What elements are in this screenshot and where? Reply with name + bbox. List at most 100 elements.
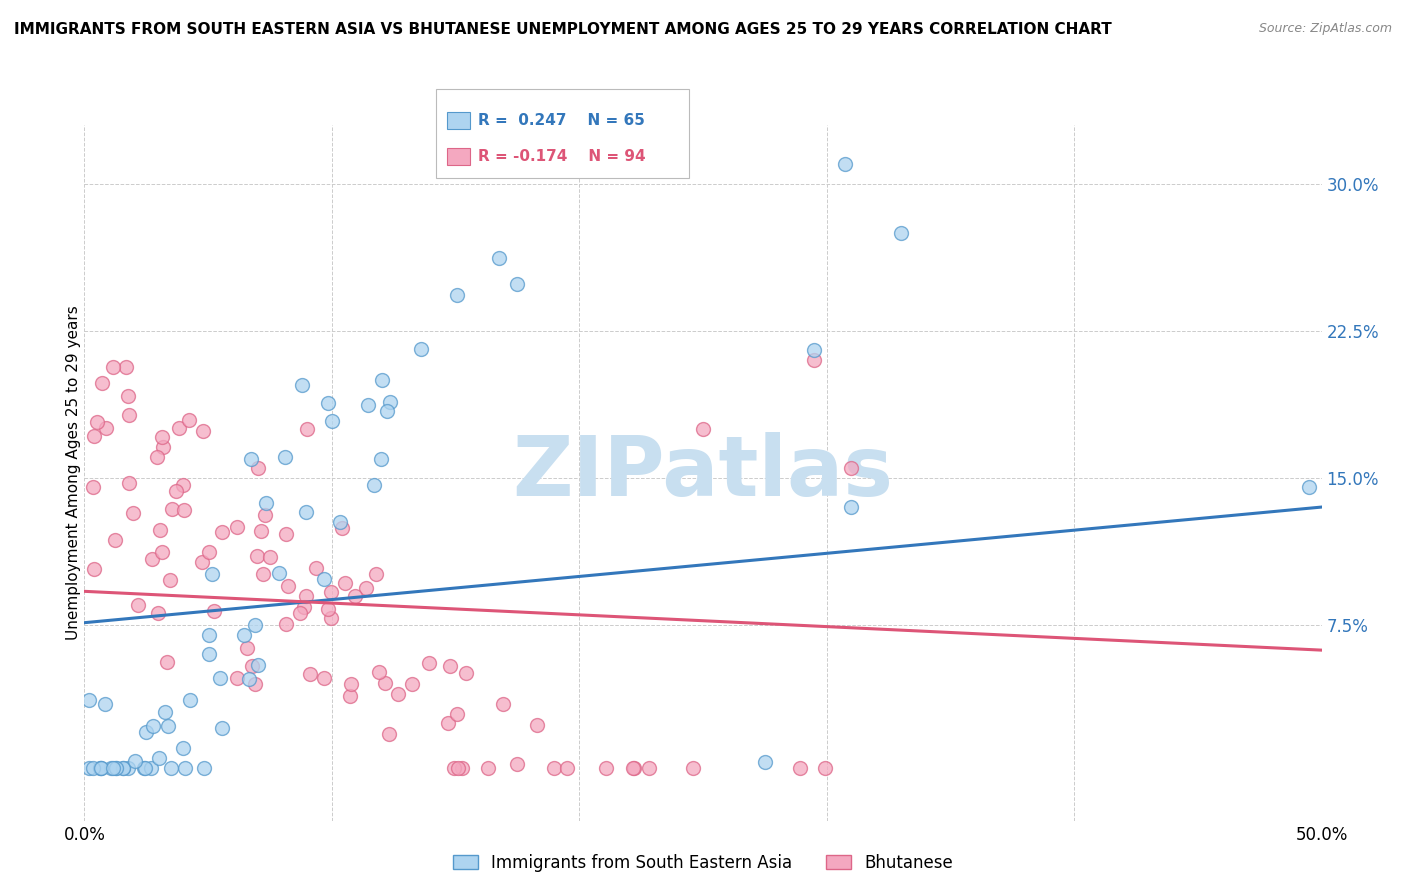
Point bbox=[141, 552, 163, 566]
Point bbox=[813, 761, 835, 775]
Point bbox=[343, 589, 366, 603]
Point bbox=[243, 677, 266, 691]
Point bbox=[105, 761, 128, 775]
Point bbox=[191, 424, 214, 438]
Point bbox=[104, 533, 127, 547]
Point bbox=[118, 408, 141, 422]
Point bbox=[439, 659, 461, 673]
Point bbox=[298, 667, 321, 681]
Point bbox=[506, 756, 529, 771]
Point bbox=[682, 761, 704, 775]
Point bbox=[193, 761, 215, 775]
Point bbox=[101, 761, 124, 775]
Point bbox=[295, 422, 318, 436]
Point bbox=[329, 515, 352, 529]
Point bbox=[238, 672, 260, 686]
Point bbox=[378, 395, 401, 409]
Point bbox=[890, 226, 912, 240]
Point bbox=[104, 761, 127, 775]
Point bbox=[90, 376, 112, 391]
Point bbox=[333, 575, 356, 590]
Point bbox=[174, 761, 197, 775]
Text: Source: ZipAtlas.com: Source: ZipAtlas.com bbox=[1258, 22, 1392, 36]
Point bbox=[340, 677, 363, 691]
Point bbox=[247, 657, 270, 672]
Point bbox=[339, 690, 361, 704]
Point bbox=[477, 761, 499, 775]
Point bbox=[259, 550, 281, 565]
Point bbox=[295, 589, 318, 603]
Point bbox=[370, 451, 392, 466]
Point bbox=[202, 604, 225, 618]
Point bbox=[94, 698, 117, 712]
Point bbox=[134, 761, 156, 775]
Point bbox=[152, 440, 174, 454]
Point bbox=[156, 655, 179, 669]
Point bbox=[159, 761, 181, 775]
Point bbox=[371, 373, 394, 387]
Point bbox=[841, 461, 863, 475]
Point bbox=[127, 599, 149, 613]
Point bbox=[139, 761, 162, 775]
Point bbox=[149, 524, 172, 538]
Point bbox=[357, 398, 380, 412]
Point bbox=[243, 618, 266, 632]
Point bbox=[254, 495, 277, 509]
Point bbox=[321, 585, 343, 599]
Point bbox=[150, 430, 173, 444]
Point bbox=[79, 761, 101, 775]
Point bbox=[82, 761, 104, 775]
Point bbox=[754, 755, 776, 769]
Point bbox=[211, 524, 233, 539]
Point bbox=[316, 602, 339, 616]
Point bbox=[165, 484, 187, 499]
Point bbox=[446, 761, 468, 775]
Point bbox=[367, 665, 389, 679]
Point bbox=[492, 697, 515, 711]
Text: R = -0.174    N = 94: R = -0.174 N = 94 bbox=[478, 149, 645, 163]
Point bbox=[378, 727, 401, 741]
Point bbox=[82, 480, 104, 494]
Point bbox=[197, 647, 219, 661]
Point bbox=[364, 566, 387, 581]
Point bbox=[254, 508, 277, 522]
Point bbox=[198, 628, 221, 642]
Point bbox=[191, 555, 214, 569]
Point bbox=[1298, 480, 1320, 494]
Point bbox=[94, 420, 117, 434]
Point bbox=[111, 761, 134, 775]
Point bbox=[117, 389, 139, 403]
Text: IMMIGRANTS FROM SOUTH EASTERN ASIA VS BHUTANESE UNEMPLOYMENT AMONG AGES 25 TO 29: IMMIGRANTS FROM SOUTH EASTERN ASIA VS BH… bbox=[14, 22, 1112, 37]
Point bbox=[623, 761, 645, 775]
Point bbox=[150, 545, 173, 559]
Point bbox=[146, 450, 169, 464]
Point bbox=[451, 761, 474, 775]
Point bbox=[172, 478, 194, 492]
Point bbox=[155, 705, 177, 719]
Point bbox=[148, 606, 170, 620]
Point bbox=[437, 716, 460, 731]
Point bbox=[232, 627, 254, 641]
Point bbox=[90, 761, 112, 775]
Point bbox=[363, 478, 385, 492]
Point bbox=[803, 343, 825, 358]
Point bbox=[124, 754, 146, 768]
Point bbox=[252, 567, 274, 582]
Point bbox=[305, 561, 328, 575]
Point bbox=[117, 761, 139, 775]
Point bbox=[295, 505, 318, 519]
Point bbox=[111, 761, 134, 775]
Legend: Immigrants from South Eastern Asia, Bhutanese: Immigrants from South Eastern Asia, Bhut… bbox=[446, 847, 960, 879]
Point bbox=[377, 404, 399, 418]
Point bbox=[142, 719, 165, 733]
Point bbox=[239, 451, 262, 466]
Point bbox=[274, 527, 297, 541]
Point bbox=[605, 158, 627, 172]
Point bbox=[267, 566, 290, 580]
Point bbox=[692, 422, 714, 436]
Point bbox=[446, 707, 468, 722]
Point bbox=[321, 414, 343, 428]
Point bbox=[245, 549, 267, 563]
Point bbox=[330, 521, 353, 535]
Point bbox=[574, 157, 596, 171]
